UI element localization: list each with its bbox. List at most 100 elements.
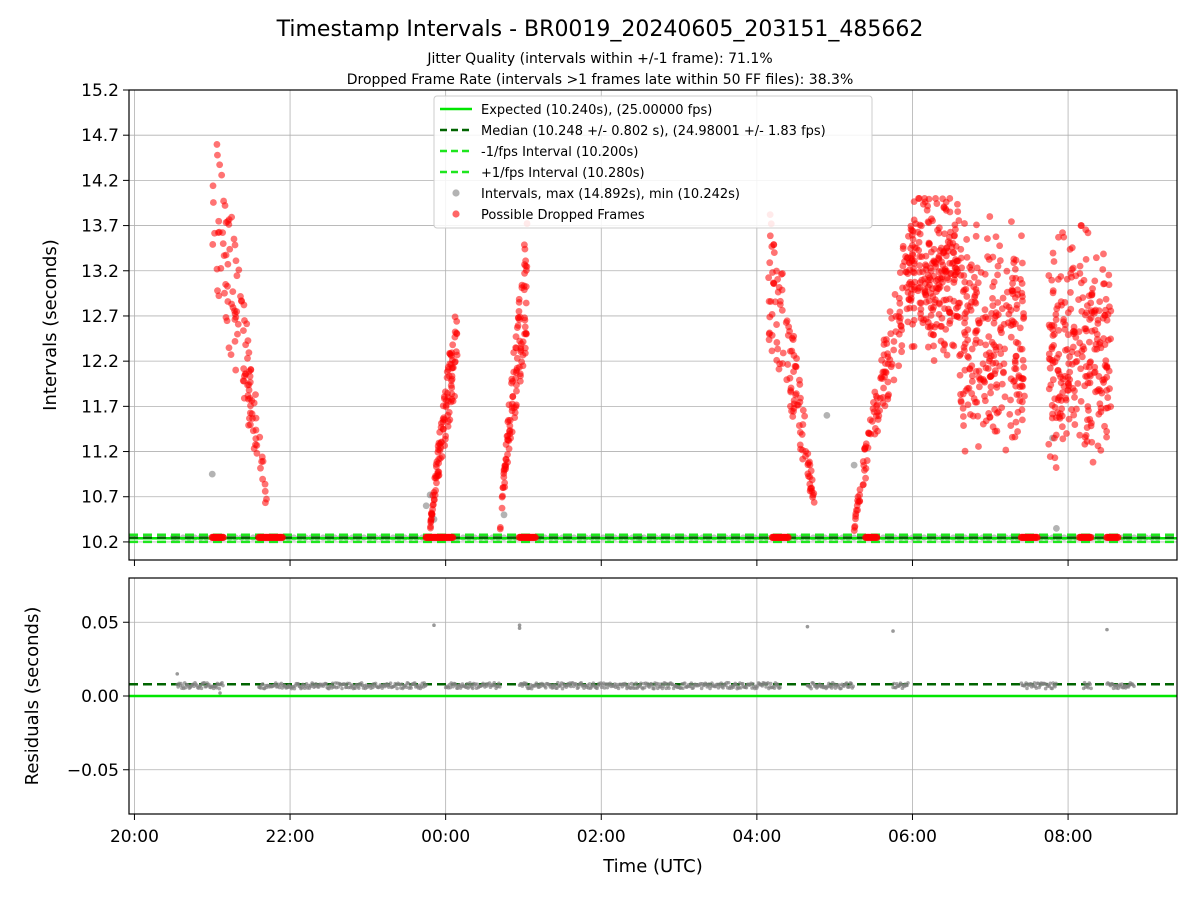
dropped-frame-point [1091, 345, 1099, 353]
legend-box [433, 95, 873, 229]
dropped-frame-point [959, 413, 967, 420]
dropped-frame-point [1007, 306, 1015, 314]
dropped-frame-point [1068, 265, 1076, 273]
residual-point [639, 681, 643, 686]
dropped-frame-point [1059, 229, 1066, 237]
dropped-frame-point [1011, 265, 1019, 273]
dropped-frame-point [1081, 440, 1089, 448]
dropped-frame-point [1059, 389, 1067, 396]
dropped-frame-point [905, 232, 912, 240]
dropped-frame-point [1013, 391, 1021, 399]
dropped-frame-point [973, 221, 980, 229]
dropped-frame-point [1012, 365, 1020, 373]
residual-point [837, 683, 841, 687]
dropped-frame-point [1082, 373, 1089, 380]
residuals-y-axis-label: Residuals (seconds) [22, 607, 43, 786]
top-ytick-label-5: 12.7 [81, 307, 119, 327]
dropped-frame-point [854, 506, 861, 514]
dropped-frame-point [770, 241, 778, 248]
dropped-frame-point [931, 259, 939, 266]
dropped-frame-point [932, 277, 940, 285]
dropped-frame-point [1009, 280, 1016, 287]
dropped-frame-point [986, 373, 994, 381]
dropped-frame-point [502, 464, 510, 471]
residual-point [1120, 682, 1124, 686]
residual-point [555, 686, 559, 691]
dropped-frame-point [779, 270, 786, 277]
dropped-frame-point [1045, 385, 1053, 393]
residual-point [691, 685, 696, 690]
dropped-frame-point [246, 414, 253, 422]
dropped-frame-point [850, 527, 858, 535]
dropped-frame-point [947, 228, 954, 236]
residual-outlier-point [517, 623, 522, 627]
dropped-frame-point [1100, 335, 1107, 342]
dropped-frame-point [927, 311, 935, 319]
residual-point [179, 681, 183, 686]
dropped-frame-point [933, 200, 941, 207]
dropped-frame-point [1064, 331, 1072, 339]
residual-point [399, 682, 404, 686]
dropped-frame-point [1071, 421, 1079, 428]
residual-point [892, 681, 896, 686]
dropped-frame-point [969, 412, 977, 420]
dropped-frame-point [796, 428, 804, 436]
residual-point [220, 680, 224, 685]
residual-point [647, 685, 652, 689]
dropped-frame-point [1087, 299, 1095, 307]
dropped-frame-point [512, 333, 520, 341]
dropped-frame-point [880, 368, 888, 376]
dropped-frame-point [1000, 369, 1007, 377]
dropped-frame-point [961, 220, 968, 227]
dropped-frame-point [768, 347, 776, 355]
dropped-frame-point [1013, 301, 1021, 309]
dropped-frame-point [1001, 345, 1009, 353]
dropped-frame-point [924, 343, 932, 351]
residual-point [404, 685, 409, 689]
dropped-frame-point [449, 533, 457, 542]
residual-point [778, 685, 782, 690]
dropped-frame-point [770, 249, 778, 257]
dropped-frame-point [946, 295, 954, 303]
residual-point [634, 681, 639, 686]
residual-point [744, 685, 749, 690]
legend: Expected (10.240s), (25.00000 fps) Median… [433, 95, 873, 229]
dropped-frame-point [994, 262, 1002, 270]
dropped-frame-point [252, 426, 260, 434]
dropped-frame-point [921, 280, 929, 287]
dropped-frame-point [451, 328, 459, 336]
residuals-plot: 20:00 22:00 00:00 02:00 04:00 06:00 08:00 0.05 0… [67, 577, 1178, 847]
dropped-frame-point [219, 240, 227, 248]
dropped-frame-point [246, 409, 254, 417]
dropped-frame-point [964, 401, 972, 409]
dropped-frame-point [789, 413, 797, 420]
dropped-frame-point [957, 254, 965, 262]
dropped-frame-point [899, 262, 907, 270]
residual-point [487, 681, 492, 685]
legend-entry-label-3: +1/fps Interval (10.280s) [481, 166, 645, 181]
dropped-frame-point [960, 422, 967, 429]
dropped-frame-point [1020, 315, 1027, 322]
residual-point [497, 681, 501, 686]
xtick-label-1: 22:00 [266, 827, 315, 847]
dropped-frame-point [231, 338, 239, 345]
dropped-frame-point [1049, 289, 1057, 297]
dropped-frame-point [915, 238, 923, 246]
dropped-frame-point [1018, 406, 1026, 414]
dropped-frame-point [944, 276, 952, 284]
dropped-frame-point [1091, 363, 1099, 371]
dropped-frame-point [250, 445, 258, 452]
dropped-frame-point [444, 411, 452, 419]
dropped-frame-point [935, 224, 943, 232]
top-ytick-label-2: 11.2 [81, 443, 119, 463]
residual-point [1089, 686, 1093, 691]
dropped-frame-point [261, 487, 269, 495]
dropped-frame-point [992, 343, 999, 351]
dropped-frame-point [1014, 339, 1022, 347]
dropped-frame-point [1101, 311, 1109, 319]
dropped-frame-point [993, 383, 1001, 391]
dropped-frame-point [215, 292, 223, 300]
interval-point [850, 461, 858, 469]
dropped-frame-point [230, 235, 238, 243]
dropped-frame-point [1059, 435, 1067, 443]
